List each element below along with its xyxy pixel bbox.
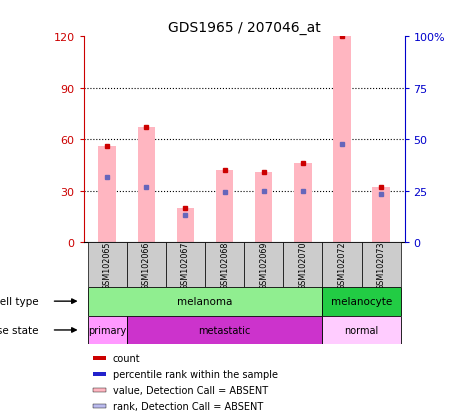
Text: GSM102069: GSM102069 — [259, 241, 268, 289]
Text: count: count — [113, 353, 140, 363]
Bar — [322, 287, 401, 316]
Bar — [93, 404, 106, 408]
Text: GSM102068: GSM102068 — [220, 241, 229, 289]
Bar — [205, 242, 244, 287]
Bar — [333, 37, 351, 242]
Bar — [216, 171, 233, 242]
Text: rank, Detection Call = ABSENT: rank, Detection Call = ABSENT — [113, 401, 263, 411]
Title: GDS1965 / 207046_at: GDS1965 / 207046_at — [168, 21, 320, 35]
Bar — [294, 164, 312, 242]
Bar — [138, 128, 155, 242]
Bar — [322, 316, 401, 344]
Text: value, Detection Call = ABSENT: value, Detection Call = ABSENT — [113, 385, 268, 395]
Text: GSM102073: GSM102073 — [377, 241, 385, 289]
Bar — [87, 316, 127, 344]
Bar — [93, 356, 106, 360]
Bar — [99, 147, 116, 242]
Bar — [322, 242, 361, 287]
Text: melanocyte: melanocyte — [331, 297, 392, 306]
Bar — [127, 316, 322, 344]
Bar — [361, 242, 401, 287]
Bar — [93, 372, 106, 376]
Text: disease state: disease state — [0, 325, 39, 335]
Text: melanoma: melanoma — [177, 297, 232, 306]
Bar — [177, 208, 194, 242]
Bar — [372, 188, 390, 242]
Text: GSM102066: GSM102066 — [142, 241, 151, 289]
Bar — [166, 242, 205, 287]
Text: normal: normal — [345, 325, 379, 335]
Text: metastatic: metastatic — [199, 325, 251, 335]
Bar — [127, 242, 166, 287]
Text: percentile rank within the sample: percentile rank within the sample — [113, 369, 278, 379]
Text: GSM102072: GSM102072 — [338, 240, 346, 289]
Text: cell type: cell type — [0, 297, 39, 306]
Bar — [255, 172, 272, 242]
Text: GSM102067: GSM102067 — [181, 241, 190, 289]
Text: GSM102065: GSM102065 — [103, 241, 112, 289]
Bar — [93, 389, 106, 392]
Bar — [283, 242, 322, 287]
Bar — [87, 242, 127, 287]
Text: GSM102070: GSM102070 — [299, 241, 307, 289]
Text: primary: primary — [88, 325, 126, 335]
Bar — [87, 287, 322, 316]
Bar — [244, 242, 283, 287]
